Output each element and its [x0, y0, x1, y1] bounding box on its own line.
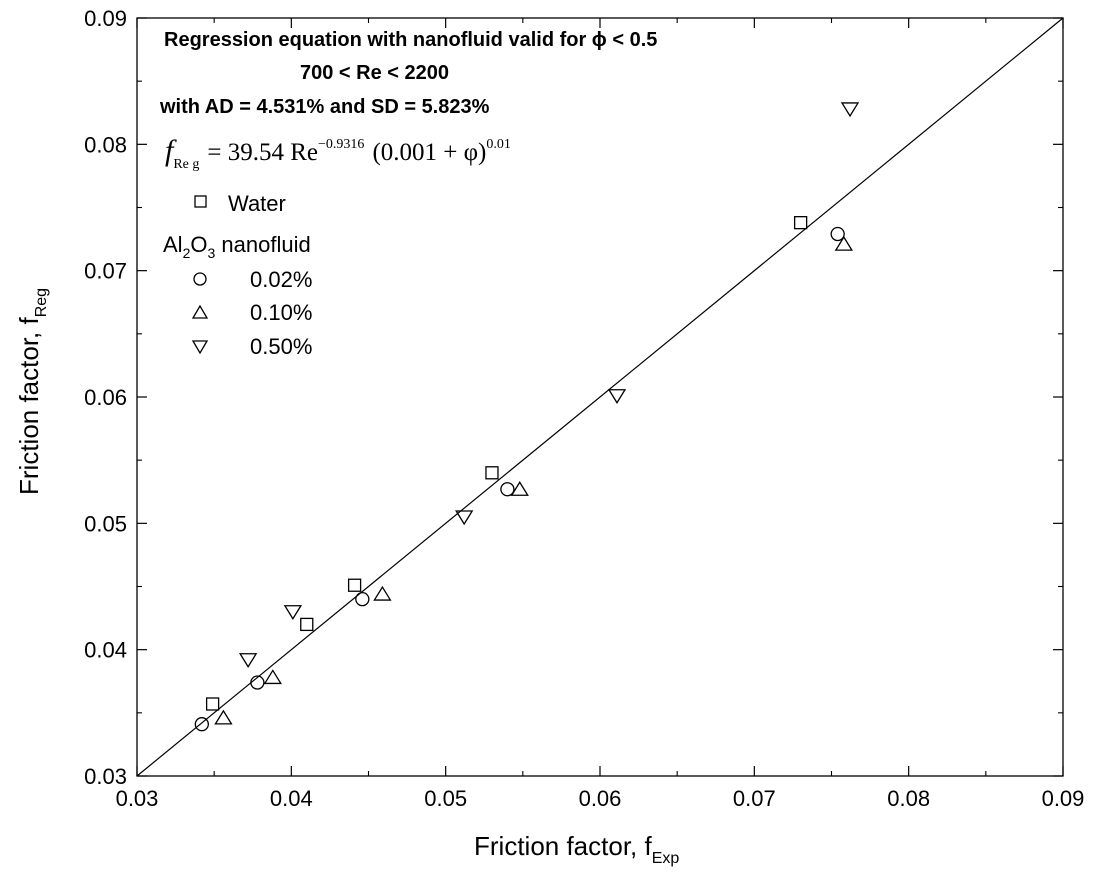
annotation-line-1: Regression equation with nanofluid valid…: [164, 29, 657, 51]
legend: Water Al2O3 nanofluid 0.02% 0.10% 0.50%: [163, 191, 312, 359]
point-0-02: [500, 482, 515, 497]
tick-group: 0.03 0.04 0.05 0.06 0.07 0.08 0.09 0.03 0.04 0.05…: [84, 6, 1084, 811]
formula-lhs-subscript: Re g: [173, 157, 199, 172]
x-tick-label: 0.04: [270, 786, 313, 811]
y-tick-label: 0.05: [84, 511, 127, 536]
annotation-line-3: with AD = 4.531% and SD = 5.823%: [159, 96, 490, 118]
point-water: [485, 466, 499, 480]
point-0-10: [263, 669, 282, 685]
point-water: [347, 578, 362, 592]
formula-rhs-b: (0.001 + φ): [372, 139, 486, 166]
point-water: [205, 697, 220, 711]
point-0-10: [510, 480, 529, 496]
y-tick-label: 0.06: [84, 385, 127, 410]
point-0-02: [830, 226, 845, 242]
regression-formula: fRe g = 39.54 Re−0.9316 (0.001 + φ)0.01: [165, 134, 511, 172]
x-tick-label: 0.08: [887, 786, 930, 811]
legend-label-0-02: 0.02%: [250, 267, 312, 292]
x-tick-label: 0.09: [1042, 786, 1085, 811]
reference-line-y-equals-x: [136, 17, 1064, 777]
point-0-50: [455, 510, 474, 526]
y-tick-label: 0.09: [84, 6, 127, 31]
legend-label-water: Water: [228, 191, 286, 216]
point-0-02: [250, 675, 265, 690]
legend-label-0-50: 0.50%: [250, 334, 312, 359]
point-0-10: [834, 235, 854, 251]
legend-marker-0-10: [191, 304, 209, 319]
x-tick-label: 0.03: [116, 786, 159, 811]
point-0-50: [840, 102, 860, 118]
y-axis-label: Friction factor, fReg: [14, 288, 50, 495]
formula-exponent-2: 0.01: [486, 137, 511, 152]
legend-marker-0-02: [193, 272, 207, 286]
annotation-line-2: 700 < Re < 2200: [300, 62, 449, 84]
y-tick-label: 0.07: [84, 259, 127, 284]
point-water: [793, 216, 808, 230]
point-0-50: [283, 605, 303, 621]
x-tick-label: 0.07: [733, 786, 776, 811]
data-points: [194, 102, 860, 732]
x-axis-label: Friction factor, fExp: [474, 831, 679, 867]
x-tick-label: 0.06: [579, 786, 622, 811]
y-tick-label: 0.04: [84, 638, 127, 663]
formula-rhs-a: = 39.54 Re: [207, 139, 318, 166]
formula-exponent-1: −0.9316: [318, 137, 364, 152]
point-0-50: [607, 389, 627, 404]
legend-group-label: Al2O3 nanofluid: [163, 232, 311, 261]
point-0-10: [373, 585, 392, 601]
y-tick-label: 0.03: [84, 764, 127, 789]
point-0-50: [238, 653, 258, 669]
point-0-02: [194, 717, 209, 732]
y-tick-label: 0.08: [84, 132, 127, 157]
legend-marker-water: [194, 195, 207, 208]
legend-marker-0-50: [191, 340, 209, 355]
svg-text:fRe g= 39.54 Re−0.9316(0.001 +: fRe g = 39.54 Re−0.9316 (0.001 + φ)0.01: [165, 134, 511, 172]
legend-label-0-10: 0.10%: [250, 300, 312, 325]
point-0-02: [355, 591, 370, 607]
point-0-10: [214, 709, 233, 725]
x-tick-label: 0.05: [424, 786, 467, 811]
point-water: [300, 617, 314, 632]
